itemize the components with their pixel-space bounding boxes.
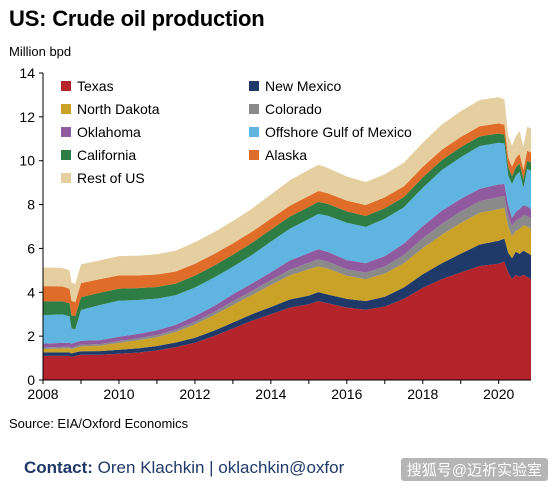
legend-label: Rest of US bbox=[77, 170, 145, 186]
legend-label: New Mexico bbox=[265, 78, 342, 94]
y-tick-label: 0 bbox=[27, 372, 35, 388]
area-rest-of-us bbox=[43, 97, 531, 303]
area-colorado bbox=[43, 196, 531, 350]
y-tick-label: 10 bbox=[19, 153, 35, 169]
y-tick-label: 8 bbox=[27, 197, 35, 213]
y-tick-label: 14 bbox=[19, 65, 35, 81]
y-tick-label: 4 bbox=[27, 284, 35, 300]
legend-label: Alaska bbox=[265, 147, 308, 163]
x-tick-label: 2008 bbox=[27, 386, 58, 402]
legend-swatch bbox=[249, 150, 259, 160]
x-tick-label: 2010 bbox=[103, 386, 134, 402]
legend-item-rest-of-us: Rest of US bbox=[61, 170, 145, 186]
x-tick-label: 2018 bbox=[407, 386, 438, 402]
chart-title: US: Crude oil production bbox=[9, 6, 265, 31]
area-texas bbox=[43, 261, 531, 380]
legend-label: Colorado bbox=[265, 101, 322, 117]
legend-swatch bbox=[61, 81, 71, 91]
legend-label: California bbox=[77, 147, 137, 163]
y-tick-label: 2 bbox=[27, 328, 35, 344]
legend-swatch bbox=[61, 104, 71, 114]
legend-label: Offshore Gulf of Mexico bbox=[265, 124, 412, 140]
stacked-area-chart: 0 2 4 6 8 10 12 14 2008 2010 2012 2014 2016 2018 2020 bbox=[19, 65, 531, 402]
area-new-mexico bbox=[43, 238, 531, 357]
x-tick-label: 2012 bbox=[179, 386, 210, 402]
contact-label: Contact: bbox=[24, 458, 93, 477]
legend-swatch bbox=[249, 81, 259, 91]
x-tick-label: 2014 bbox=[255, 386, 286, 402]
source-note: Source: EIA/Oxford Economics bbox=[9, 416, 189, 431]
legend-item-colorado: Colorado bbox=[249, 101, 322, 117]
legend-swatch bbox=[61, 127, 71, 137]
contact-line: Contact: Oren Klachkin | oklachkin@oxfor bbox=[24, 458, 344, 478]
x-tick-label: 2020 bbox=[483, 386, 514, 402]
y-tick-label: 12 bbox=[19, 109, 35, 125]
legend-item-offshore-gulf-of-mexico: Offshore Gulf of Mexico bbox=[249, 124, 412, 140]
legend-item-alaska: Alaska bbox=[249, 147, 307, 163]
area-offshore-gulf-of-mexico bbox=[43, 142, 531, 344]
legend-item-north-dakota: North Dakota bbox=[61, 101, 159, 117]
legend-item-texas: Texas bbox=[61, 78, 114, 94]
area-oklahoma bbox=[43, 184, 531, 348]
legend-label: Texas bbox=[77, 78, 114, 94]
y-tick-label: 6 bbox=[27, 240, 35, 256]
legend-label: North Dakota bbox=[77, 101, 160, 117]
legend-item-oklahoma: Oklahoma bbox=[61, 124, 141, 140]
legend-label: Oklahoma bbox=[77, 124, 141, 140]
x-tick-label: 2016 bbox=[331, 386, 362, 402]
legend-swatch bbox=[61, 173, 71, 183]
legend-swatch bbox=[61, 150, 71, 160]
y-axis-units: Million bpd bbox=[9, 44, 72, 59]
area-north-dakota bbox=[43, 207, 531, 354]
legend-item-california: California bbox=[61, 147, 136, 163]
legend-item-new-mexico: New Mexico bbox=[249, 78, 341, 94]
watermark: 搜狐号@迈祈实验室 bbox=[400, 458, 548, 481]
legend-swatch bbox=[249, 104, 259, 114]
contact-text: Oren Klachkin | oklachkin@oxfor bbox=[92, 458, 345, 477]
legend-swatch bbox=[249, 127, 259, 137]
